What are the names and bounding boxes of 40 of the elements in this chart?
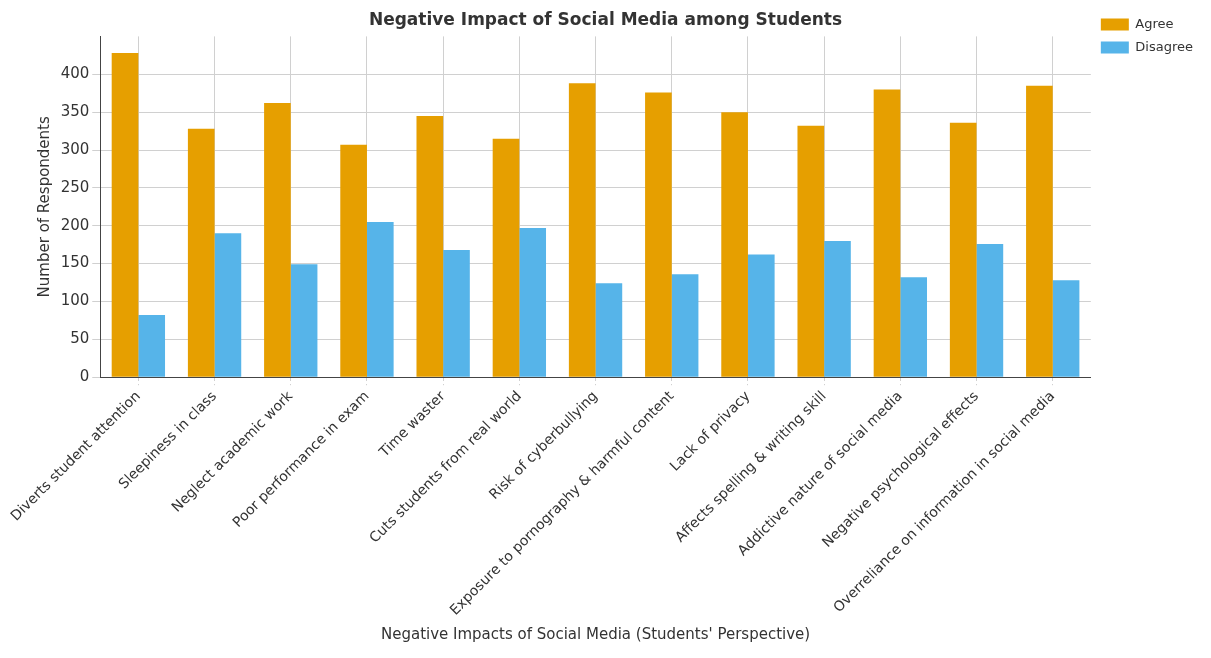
bar (568, 83, 596, 377)
bar (721, 112, 748, 377)
bar (1026, 85, 1053, 377)
y-tick-label: 250 (60, 177, 90, 196)
bar (671, 274, 699, 377)
bar (595, 283, 623, 377)
bar (264, 103, 291, 377)
y-tick-label: 50 (70, 329, 90, 348)
bar (443, 249, 470, 377)
y-tick-label: 100 (60, 291, 90, 310)
bar (976, 243, 1004, 377)
chart-title: Negative Impact of Social Media among Students (368, 8, 843, 29)
legend-label: Disagree (1135, 38, 1193, 54)
y-tick-label: 300 (60, 139, 90, 158)
y-tick-label: 150 (60, 253, 90, 272)
bar (824, 240, 851, 377)
bar (645, 92, 672, 377)
bar (949, 122, 977, 377)
bar (138, 315, 166, 377)
bar (187, 128, 215, 377)
bar (747, 254, 775, 377)
bar (519, 228, 547, 377)
y-tick-label: 0 (79, 367, 90, 386)
bar (290, 264, 318, 377)
bar (797, 125, 825, 377)
bar (111, 53, 139, 377)
bar (214, 233, 242, 377)
bar (416, 115, 444, 377)
y-axis-title: Number of Respondents (34, 116, 53, 298)
bar (366, 221, 394, 377)
x-axis-title: Negative Impacts of Social Media (Students' Perspective) (380, 624, 811, 643)
bar (340, 144, 367, 377)
legend-label: Agree (1135, 15, 1174, 31)
bar (492, 138, 520, 377)
bar (873, 89, 901, 377)
y-tick-label: 350 (60, 102, 90, 121)
bar (1052, 280, 1080, 377)
y-tick-label: 200 (60, 215, 90, 234)
y-tick-label: 400 (60, 64, 90, 83)
bar (900, 277, 928, 377)
